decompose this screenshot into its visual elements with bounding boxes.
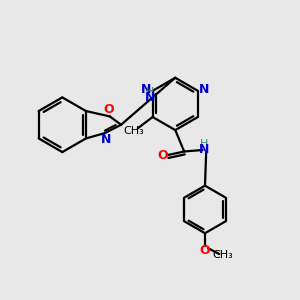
Text: O: O	[200, 244, 210, 257]
Text: N: N	[145, 91, 155, 104]
Text: O: O	[104, 103, 115, 116]
Text: O: O	[157, 149, 168, 162]
Text: N: N	[199, 83, 210, 96]
Text: CH₃: CH₃	[123, 126, 144, 136]
Text: N: N	[199, 143, 209, 156]
Text: N: N	[141, 83, 151, 96]
Text: N: N	[100, 133, 111, 146]
Text: H: H	[200, 139, 208, 149]
Text: H: H	[146, 87, 154, 97]
Text: CH₃: CH₃	[212, 250, 233, 260]
